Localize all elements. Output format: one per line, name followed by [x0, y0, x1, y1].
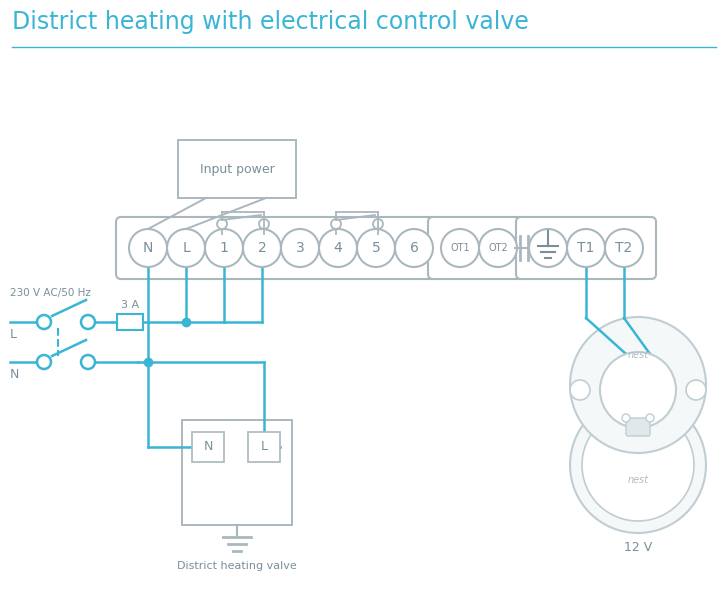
Circle shape — [570, 397, 706, 533]
Text: N: N — [203, 441, 213, 453]
FancyBboxPatch shape — [516, 217, 656, 279]
Circle shape — [167, 229, 205, 267]
Circle shape — [281, 229, 319, 267]
Text: 230 V AC/50 Hz: 230 V AC/50 Hz — [10, 288, 91, 298]
Text: Input power: Input power — [199, 163, 274, 175]
FancyBboxPatch shape — [116, 217, 446, 279]
Text: L: L — [261, 441, 267, 453]
Circle shape — [567, 229, 605, 267]
Text: District heating valve: District heating valve — [177, 561, 297, 571]
FancyBboxPatch shape — [626, 418, 650, 436]
Circle shape — [357, 229, 395, 267]
Circle shape — [600, 352, 676, 428]
Text: 5: 5 — [371, 241, 380, 255]
Text: OT1: OT1 — [450, 243, 470, 253]
Circle shape — [319, 229, 357, 267]
Text: N: N — [10, 368, 20, 381]
Circle shape — [646, 414, 654, 422]
Circle shape — [605, 229, 643, 267]
Circle shape — [37, 355, 51, 369]
Circle shape — [479, 229, 517, 267]
Text: 12 V: 12 V — [624, 541, 652, 554]
Text: 2: 2 — [258, 241, 266, 255]
Circle shape — [129, 229, 167, 267]
Text: nest: nest — [628, 475, 649, 485]
Circle shape — [217, 219, 227, 229]
Text: 3 A: 3 A — [121, 300, 139, 310]
Text: 1: 1 — [220, 241, 229, 255]
Text: OT2: OT2 — [488, 243, 508, 253]
Circle shape — [529, 229, 567, 267]
Circle shape — [395, 229, 433, 267]
Text: 4: 4 — [333, 241, 342, 255]
Text: L: L — [10, 328, 17, 341]
Circle shape — [570, 317, 706, 453]
Text: T1: T1 — [577, 241, 595, 255]
FancyBboxPatch shape — [117, 314, 143, 330]
FancyBboxPatch shape — [178, 140, 296, 198]
Circle shape — [81, 315, 95, 329]
Text: 3: 3 — [296, 241, 304, 255]
Text: L: L — [182, 241, 190, 255]
Circle shape — [570, 380, 590, 400]
Text: T2: T2 — [615, 241, 633, 255]
Circle shape — [81, 355, 95, 369]
FancyBboxPatch shape — [182, 420, 292, 525]
Circle shape — [243, 229, 281, 267]
Circle shape — [622, 414, 630, 422]
Circle shape — [205, 229, 243, 267]
Text: nest: nest — [628, 350, 649, 360]
Circle shape — [373, 219, 383, 229]
Circle shape — [331, 219, 341, 229]
Circle shape — [37, 315, 51, 329]
FancyBboxPatch shape — [248, 432, 280, 462]
FancyBboxPatch shape — [428, 217, 530, 279]
Text: N: N — [143, 241, 153, 255]
Circle shape — [582, 409, 694, 521]
Circle shape — [686, 380, 706, 400]
Circle shape — [259, 219, 269, 229]
Circle shape — [441, 229, 479, 267]
FancyBboxPatch shape — [192, 432, 224, 462]
Text: 6: 6 — [410, 241, 419, 255]
Text: District heating with electrical control valve: District heating with electrical control… — [12, 10, 529, 34]
